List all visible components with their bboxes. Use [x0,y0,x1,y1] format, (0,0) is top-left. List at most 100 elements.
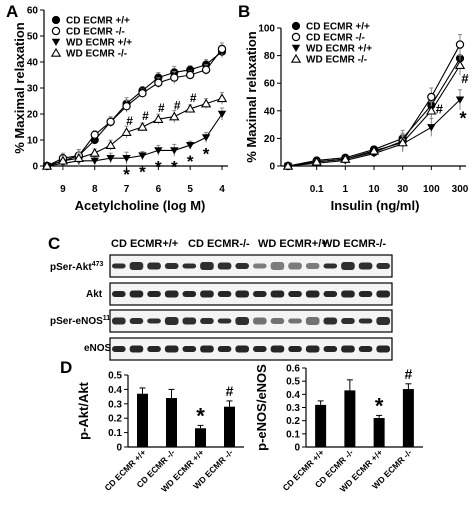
panel-label-a: A [6,2,18,21]
data-point [290,53,302,63]
bar [166,398,177,447]
blot-band [305,345,320,353]
blot-band [323,291,338,297]
data-point [427,92,436,102]
data-point [138,88,147,98]
blot-band [358,346,373,352]
blot-band [235,263,249,269]
data-point [291,32,301,42]
y-tick-label: 0.4 [108,385,122,396]
blot-band [323,263,338,269]
x-tick-label: 300 [452,184,469,195]
data-point [89,147,100,157]
blot-band [323,317,338,325]
blot-band [200,318,214,324]
blot-row-label: eNOS [84,343,112,354]
blot-band [147,346,161,352]
bar [195,428,206,447]
y-tick-label: 0.3 [108,399,122,410]
blot-band [182,291,197,297]
data-point [426,105,437,115]
data-point [121,127,132,136]
blot-band [323,346,338,352]
y-tick-label: 40 [27,58,39,69]
data-point [138,152,147,160]
blot-band [112,346,126,352]
blot-row-label: pSer-eNOS1177 [50,315,118,327]
series-line [46,97,223,167]
hash-annotation: # [404,366,412,382]
blot-band [305,263,320,269]
x-axis-label: Acetylcholine (log M) [75,198,206,213]
blot-band [270,262,285,270]
blot-band [376,345,390,353]
blot-band [376,263,390,269]
data-point [51,15,61,25]
data-point [153,114,164,123]
blot-band [164,263,179,269]
blot-band [129,345,144,353]
blot-band [235,345,249,353]
x-axis-label: Insulin (ng/ml) [331,198,420,213]
blot-band [200,262,214,270]
svg-text:pSer-eNOS1177: pSer-eNOS1177 [50,315,118,327]
data-point [340,154,351,163]
data-point [185,103,196,113]
blot-band [129,290,144,298]
blot-band [217,262,232,270]
data-point [105,140,116,149]
svg-text:pSer-Akt473: pSer-Akt473 [50,261,103,273]
blot-band [200,345,214,353]
data-point [90,157,99,165]
y-tick-label: 60 [264,79,276,90]
x-tick-label: 9 [60,184,66,195]
hash-annotation: # [226,383,234,399]
data-point [201,65,211,75]
star-annotation: * [187,152,194,171]
blot-band [147,318,161,324]
x-tick-label: 7 [124,184,130,195]
y-tick-label: 80 [264,51,276,62]
blot-band [305,290,320,298]
data-point [200,98,212,108]
star-annotation: * [139,163,146,182]
blot-band [235,290,249,298]
y-tick-label: 0 [294,443,300,454]
data-point [455,96,465,104]
star-annotation: * [203,144,210,163]
hash-annotation: # [158,101,165,115]
series-line [46,51,223,167]
x-tick-label: 8 [92,184,98,195]
blot-band [217,318,232,324]
data-point [185,142,195,150]
western-blot: CD ECMR+/+ CD ECMR-/- WD ECMR+/+ WD ECMR… [50,238,393,361]
x-tick-label: 0.1 [310,184,324,195]
blot-band [164,345,179,353]
y-axis-label: p-Akt/Akt [76,381,91,439]
data-point [154,147,163,155]
y-tick-label: 50 [27,32,39,43]
x-tick-label: 10 [368,184,380,195]
bar [344,390,356,447]
y-tick-label: 0 [116,443,122,454]
y-tick-label: 0.4 [286,390,300,401]
blot-band [270,290,285,298]
data-point [51,26,61,36]
legend-entry: WD ECMR +/+ [306,44,372,55]
data-point [291,44,301,52]
blot-band [341,262,355,270]
hash-annotation: # [190,91,197,105]
y-tick-label: 0 [32,162,38,173]
data-point [41,160,53,170]
blot-band [253,291,267,297]
blot-band [270,345,285,353]
blot-band [217,291,232,297]
blot-band [200,290,214,298]
legend-entry: WD ECMR -/- [66,49,127,60]
blot-band [288,291,302,297]
y-tick-label: 20 [27,110,39,121]
data-point [427,124,436,132]
legend-entry: WD ECMR +/+ [66,38,132,49]
